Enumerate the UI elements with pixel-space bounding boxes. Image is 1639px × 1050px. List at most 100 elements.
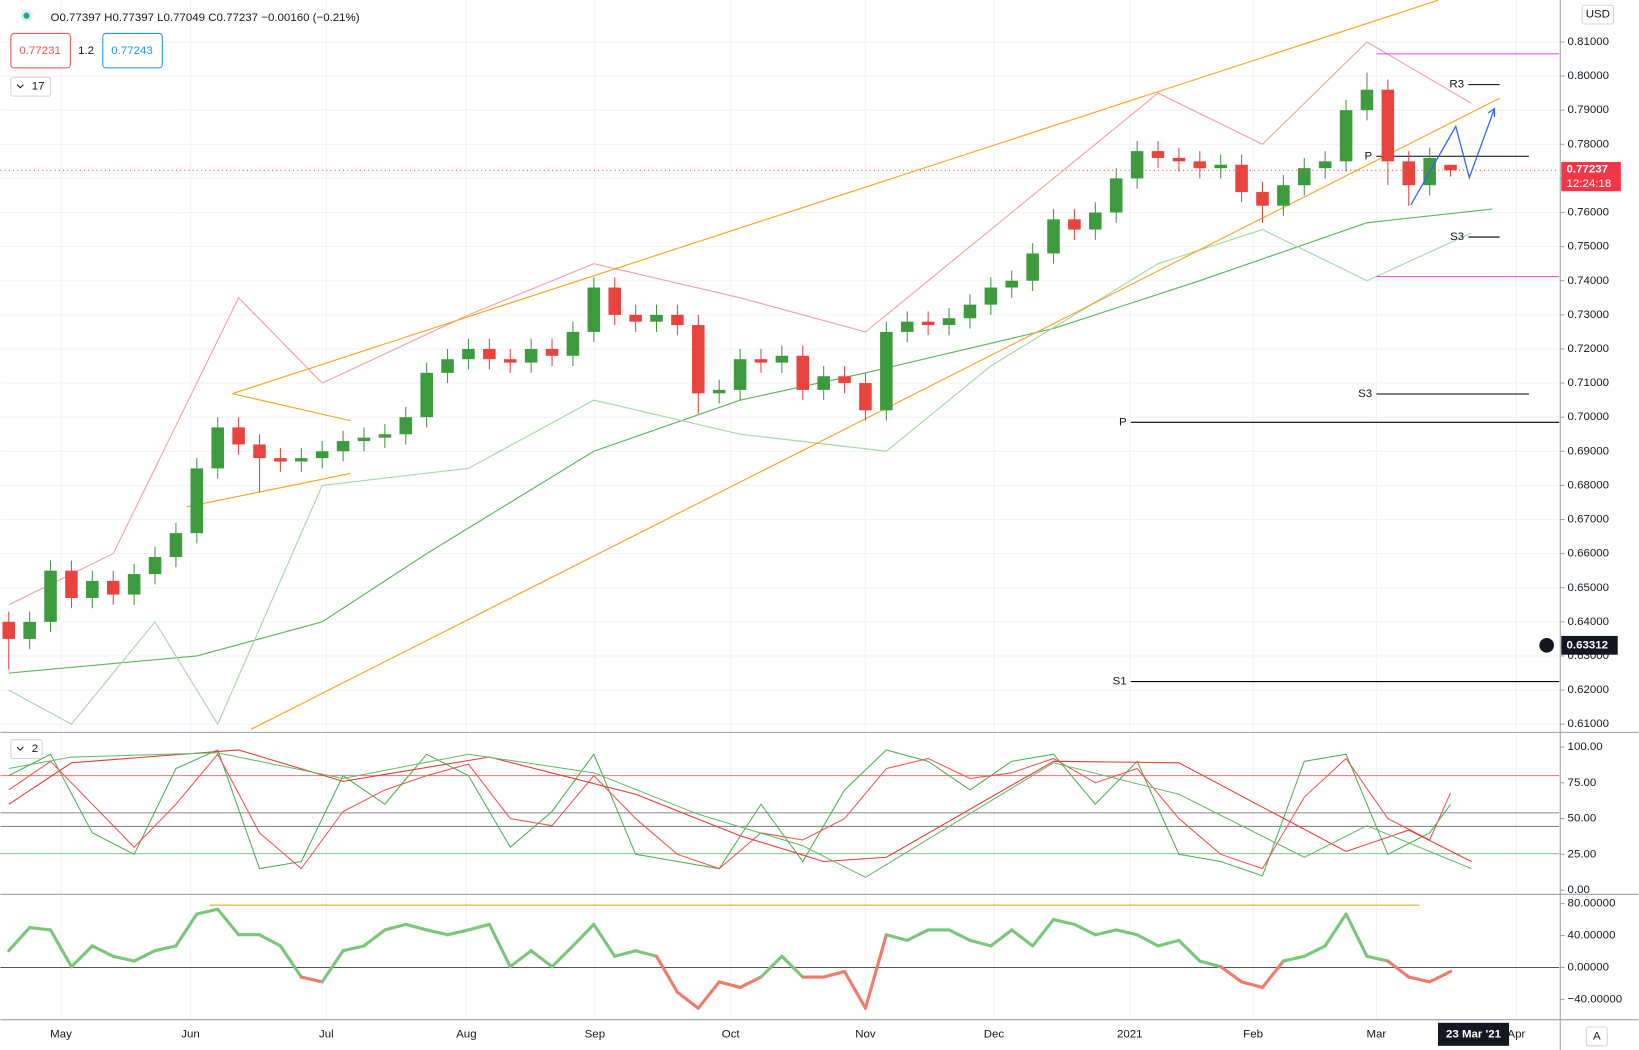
candle-body bbox=[1005, 280, 1019, 288]
auto-scale-button[interactable] bbox=[1585, 1026, 1608, 1047]
x-tick-label: Dec bbox=[984, 1028, 1005, 1040]
x-tick-label: Jun bbox=[181, 1028, 200, 1040]
buy-button[interactable] bbox=[102, 32, 163, 69]
candle-body bbox=[942, 318, 956, 326]
y-tick-label: 0.67000 bbox=[1568, 514, 1610, 526]
oscillator-segment bbox=[654, 954, 679, 994]
oscillator-segment bbox=[466, 922, 491, 932]
oscillator-segment bbox=[634, 949, 659, 958]
oscillator-segment bbox=[1198, 959, 1223, 969]
candle-body bbox=[1214, 164, 1227, 169]
oscillator-segment bbox=[1281, 954, 1306, 963]
oscillator-segment bbox=[28, 925, 53, 932]
oscillator-segment bbox=[153, 944, 178, 953]
candle-body bbox=[754, 359, 768, 363]
candle-body bbox=[399, 417, 413, 435]
indicator-line bbox=[8, 753, 1452, 870]
y-tick-label: 0.00000 bbox=[1568, 962, 1610, 974]
candle-body bbox=[838, 376, 851, 384]
candle-body bbox=[1318, 161, 1332, 169]
candle-body bbox=[1444, 164, 1457, 171]
candle-body bbox=[796, 355, 810, 390]
oscillator-segment bbox=[1031, 917, 1056, 948]
indicator-toggle[interactable] bbox=[10, 76, 52, 97]
oscillator-segment bbox=[863, 933, 888, 1010]
indicator-count: 2 bbox=[32, 743, 38, 755]
indicator-line bbox=[8, 41, 1472, 606]
oscillator-segment bbox=[738, 975, 763, 990]
oscillator-segment bbox=[341, 944, 366, 953]
candle-body bbox=[274, 458, 287, 462]
y-tick-label: 0.74000 bbox=[1568, 275, 1610, 287]
candle-body bbox=[1339, 110, 1353, 162]
x-tick-label: Jul bbox=[319, 1028, 334, 1040]
oscillator-segment bbox=[7, 925, 32, 953]
candle-body bbox=[1026, 253, 1039, 281]
candle-body bbox=[650, 314, 663, 322]
sell-button[interactable] bbox=[10, 32, 71, 69]
candle-body bbox=[587, 287, 601, 332]
oscillator-segment bbox=[1386, 959, 1411, 979]
oscillator-segment bbox=[508, 949, 533, 969]
candle-body bbox=[1193, 161, 1207, 169]
pivot-label: P bbox=[1119, 416, 1127, 428]
oscillator-segment bbox=[989, 928, 1014, 948]
candle-body bbox=[2, 621, 16, 639]
ask-price: 0.77243 bbox=[111, 45, 153, 57]
candle-body bbox=[1277, 185, 1290, 206]
currency: USD bbox=[1586, 9, 1610, 21]
oscillator-segment bbox=[299, 975, 324, 984]
pivot-label: S1 bbox=[1113, 676, 1127, 688]
candle-body bbox=[106, 580, 120, 595]
candle-body bbox=[900, 321, 914, 332]
candle-body bbox=[963, 304, 977, 319]
y-tick-label: 0.00 bbox=[1568, 884, 1590, 896]
candle-body bbox=[671, 314, 684, 326]
candle-body bbox=[44, 570, 57, 622]
candle-body bbox=[629, 314, 642, 322]
auto-scale-label: A bbox=[1593, 1030, 1601, 1042]
candle-body bbox=[859, 383, 872, 411]
pivot-label: P bbox=[1365, 150, 1373, 162]
current-date-label: 23 Mar '21 bbox=[1446, 1028, 1502, 1040]
drawing-path[interactable] bbox=[1410, 108, 1496, 206]
current-date-badge bbox=[1438, 1022, 1510, 1046]
oscillator-segment bbox=[1177, 938, 1202, 963]
y-tick-label: 0.78000 bbox=[1568, 138, 1610, 150]
candle-body bbox=[984, 287, 998, 305]
oscillator-segment bbox=[174, 912, 199, 948]
oscillator-segment bbox=[968, 938, 993, 948]
candle-body bbox=[1109, 178, 1123, 213]
y-tick-label: 0.61000 bbox=[1568, 718, 1610, 730]
indicator-toggle[interactable] bbox=[10, 739, 43, 760]
oscillator-segment bbox=[1114, 928, 1139, 937]
currency-button[interactable] bbox=[1581, 4, 1615, 25]
y-tick-label: 0.75000 bbox=[1568, 241, 1610, 253]
candle-body bbox=[1402, 161, 1416, 186]
drawing-arrowhead bbox=[1487, 107, 1496, 118]
oscillator-segment bbox=[1156, 938, 1181, 948]
candle-body bbox=[378, 434, 392, 438]
oscillator-segment bbox=[1344, 912, 1369, 958]
candle-body bbox=[1151, 151, 1165, 158]
candle-body bbox=[127, 574, 141, 595]
oscillator-segment bbox=[1093, 928, 1118, 937]
y-tick-label: 0.81000 bbox=[1568, 36, 1610, 48]
candle-body bbox=[336, 441, 350, 452]
x-tick-label: Apr bbox=[1507, 1028, 1525, 1040]
oscillator-segment bbox=[1240, 980, 1265, 990]
chevron bbox=[16, 84, 24, 89]
y-tick-label: 50.00 bbox=[1568, 813, 1597, 825]
candle-body bbox=[880, 331, 893, 411]
candle-body bbox=[692, 325, 705, 394]
indicator-count: 17 bbox=[32, 81, 45, 93]
y-tick-label: 75.00 bbox=[1568, 777, 1597, 789]
candle-body bbox=[23, 621, 36, 639]
indicator-line bbox=[8, 208, 1493, 674]
oscillator-segment bbox=[1135, 933, 1160, 948]
y-tick-label: 0.69000 bbox=[1568, 445, 1610, 457]
y-tick-label: 0.68000 bbox=[1568, 479, 1610, 491]
last-price-label: 0.77237 bbox=[1567, 163, 1609, 175]
candle-body bbox=[211, 427, 224, 469]
